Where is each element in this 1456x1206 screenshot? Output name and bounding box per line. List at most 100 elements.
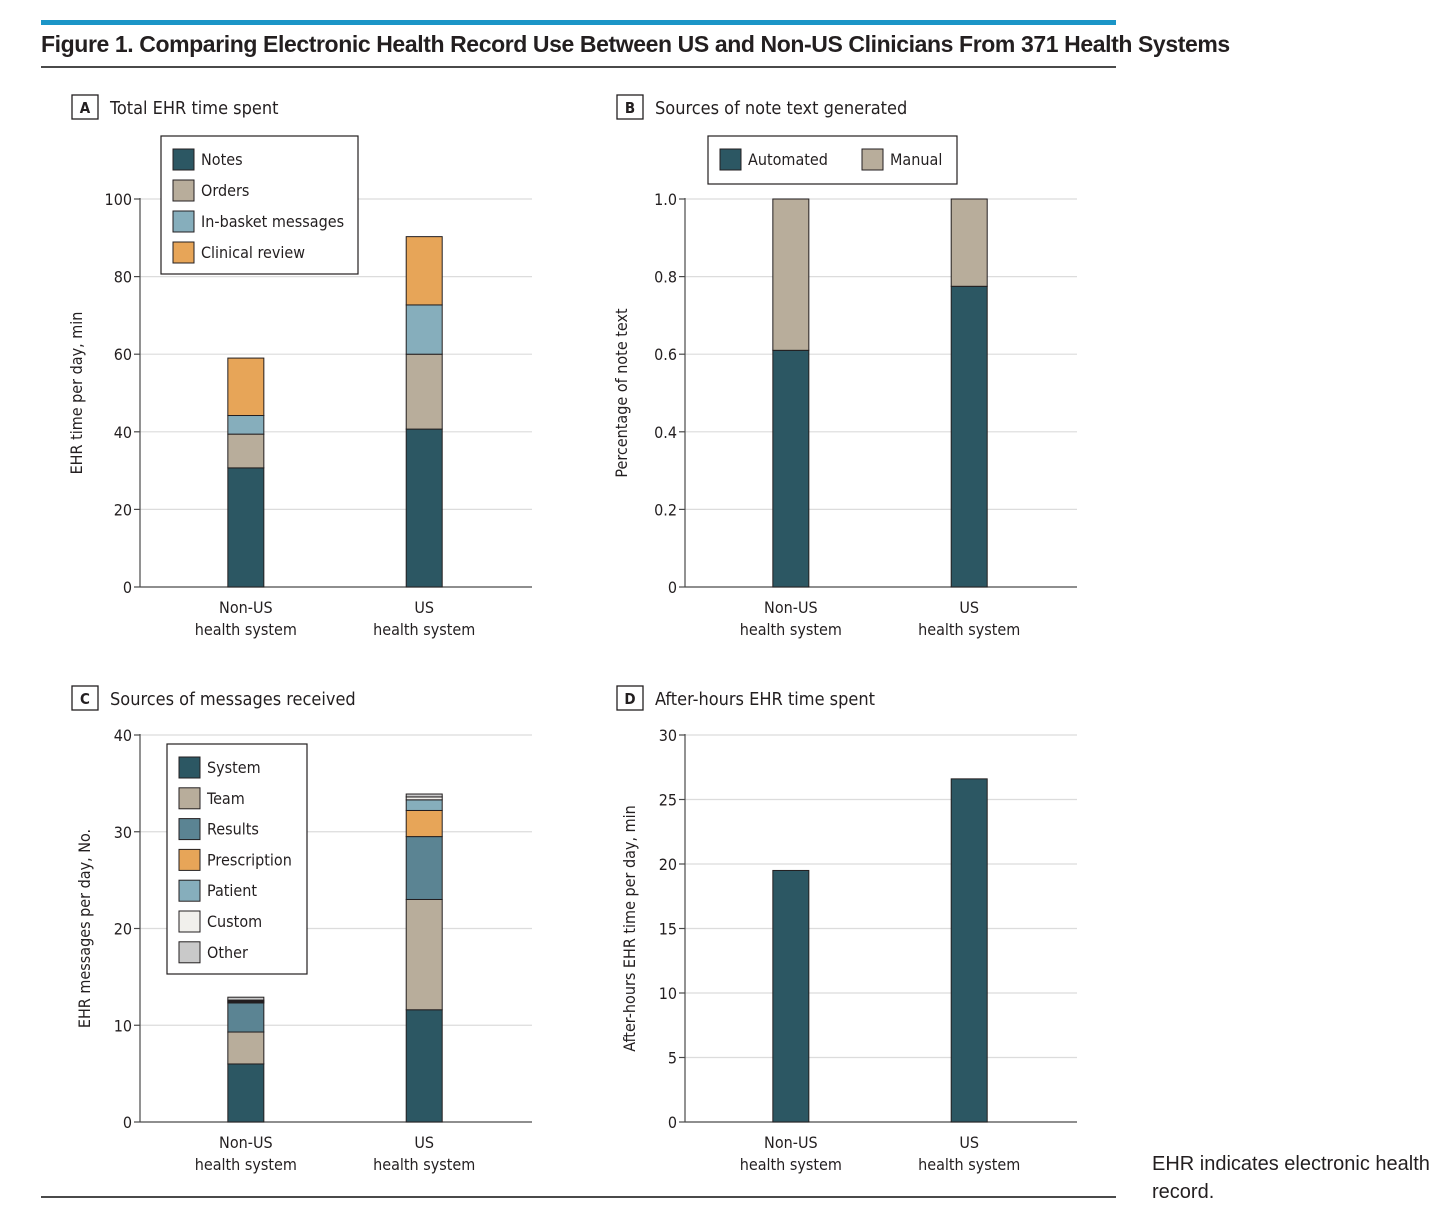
legend-label: Notes (201, 150, 243, 169)
legend-swatch (172, 148, 195, 171)
x-category-label: health system (195, 620, 297, 639)
legend-swatch (172, 210, 195, 233)
x-category-label: Non-US (764, 1133, 818, 1152)
bar-notes-us (405, 428, 443, 588)
figure-bottom-rule (41, 1196, 1116, 1198)
panel-title: Total EHR time spent (109, 98, 278, 119)
y-tick-label: 20 (659, 855, 677, 874)
bar-results-non-us (227, 1002, 265, 1033)
y-tick-label: 10 (659, 984, 677, 1003)
legend-swatch (178, 818, 201, 841)
chart-panel-b: B Sources of note text generated 0 0.2 0.4 0.… (612, 94, 1077, 639)
bar-patient-us (405, 799, 443, 811)
bar-automated-non-us (772, 349, 810, 588)
legend-label: Team (206, 789, 245, 808)
y-tick-label: 20 (114, 500, 132, 519)
y-tick-label: 0 (668, 578, 677, 597)
legend-swatch (178, 756, 201, 779)
figure-title-rule (41, 66, 1116, 68)
panel-letter: B (625, 99, 635, 117)
chart-panel-a: A Total EHR time spent 0 20 40 60 80 100 EHR tim… (67, 94, 532, 639)
legend-label: Custom (207, 912, 262, 931)
x-category-label: Non-US (219, 1133, 273, 1152)
legend-swatch (178, 910, 201, 933)
bar-clinical-review-non-us (227, 357, 265, 417)
y-tick-label: 40 (114, 423, 132, 442)
chart-panel-d: D After-hours EHR time spent 0 5 10 15 20 25 30 A… (616, 685, 1077, 1174)
legend-label: Manual (890, 150, 942, 169)
y-tick-label: 80 (114, 268, 132, 287)
legend-label: Patient (207, 881, 257, 900)
legend-swatch (719, 148, 742, 171)
bar-prescription-us (405, 809, 443, 838)
legend-label: Results (207, 820, 259, 839)
bar-other-non-us (227, 996, 265, 1001)
chart-panel-c: C Sources of messages received 0 10 20 30 40 EH… (71, 685, 532, 1174)
bar-system-non-us (227, 1063, 265, 1123)
bar-notes-non-us (227, 467, 265, 588)
figure-top-rule (41, 20, 1116, 25)
bar-other-us (405, 793, 443, 798)
panel-letter: D (624, 690, 635, 708)
legend-swatch (178, 879, 201, 902)
y-tick-label: 25 (659, 791, 677, 810)
legend-swatch (178, 848, 201, 871)
x-category-label: health system (740, 620, 842, 639)
bar-value-non-us (772, 869, 810, 1123)
bar-team-non-us (227, 1031, 265, 1065)
y-axis-label: EHR messages per day, No. (75, 829, 94, 1028)
figure-title: Figure 1. Comparing Electronic Health Re… (41, 31, 1230, 57)
legend-label: In-basket messages (201, 212, 344, 231)
y-tick-label: 0.8 (654, 268, 677, 287)
y-tick-label: 30 (659, 726, 677, 745)
legend-swatch (172, 241, 195, 264)
legend-swatch (178, 941, 201, 964)
panel-letter: C (80, 690, 90, 708)
x-category-label: Non-US (219, 598, 273, 617)
y-tick-label: 20 (114, 920, 132, 939)
panel-letter-box (71, 685, 99, 711)
y-axis-label: After-hours EHR time per day, min (620, 805, 639, 1052)
bar-in-basket-messages-us (405, 304, 443, 355)
panel-title: Sources of note text generated (655, 98, 907, 119)
bar-results-us (405, 836, 443, 900)
panel-letter-box (616, 94, 644, 120)
y-tick-label: 30 (114, 823, 132, 842)
legend-label: Other (207, 943, 248, 962)
legend-box (707, 135, 958, 185)
bar-manual-non-us (772, 198, 810, 351)
x-category-label: health system (918, 620, 1020, 639)
legend-label: Clinical review (201, 243, 305, 262)
legend-label: Prescription (207, 850, 292, 869)
bar-manual-us (950, 198, 988, 287)
y-tick-label: 5 (668, 1049, 677, 1068)
x-category-label: health system (373, 1155, 475, 1174)
x-category-label: US (959, 1133, 979, 1152)
legend-label: Automated (748, 150, 828, 169)
y-tick-label: 0 (123, 1113, 132, 1132)
y-tick-label: 0 (668, 1113, 677, 1132)
bar-clinical-review-us (405, 236, 443, 306)
y-axis-label: EHR time per day, min (67, 312, 86, 475)
x-category-label: health system (195, 1155, 297, 1174)
y-tick-label: 10 (114, 1016, 132, 1035)
x-category-label: health system (740, 1155, 842, 1174)
legend-label: Orders (201, 181, 249, 200)
bar-automated-us (950, 285, 988, 588)
y-tick-label: 1.0 (654, 190, 677, 209)
bar-orders-us (405, 353, 443, 430)
x-category-label: US (414, 1133, 434, 1152)
y-tick-label: 40 (114, 726, 132, 745)
bar-orders-non-us (227, 433, 265, 469)
legend-swatch (178, 787, 201, 810)
x-category-label: health system (373, 620, 475, 639)
legend-label: System (207, 758, 261, 777)
bar-value-us (950, 778, 988, 1123)
x-category-label: health system (918, 1155, 1020, 1174)
y-tick-label: 0 (123, 578, 132, 597)
figure-footnote: EHR indicates electronic health record. (1152, 1153, 1430, 1203)
panel-letter: A (80, 99, 91, 117)
y-tick-label: 15 (659, 920, 677, 939)
x-category-label: US (959, 598, 979, 617)
legend-swatch (861, 148, 884, 171)
